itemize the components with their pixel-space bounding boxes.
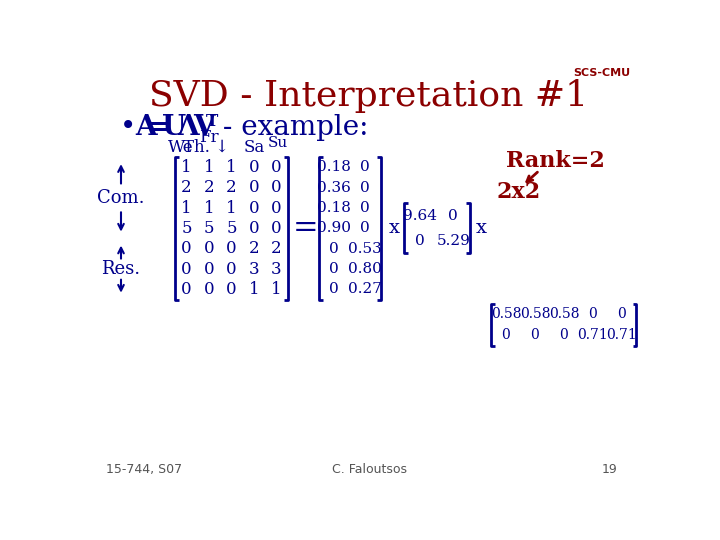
Text: 0: 0 <box>248 220 259 237</box>
Text: 0: 0 <box>271 200 282 217</box>
Text: 0: 0 <box>360 181 370 195</box>
Text: 0.53: 0.53 <box>348 242 382 256</box>
Text: 0.18: 0.18 <box>318 160 351 174</box>
Text: 0.36: 0.36 <box>318 181 351 195</box>
Text: 0: 0 <box>449 209 458 223</box>
Text: 0: 0 <box>360 160 370 174</box>
Text: 0: 0 <box>588 307 598 321</box>
Text: U: U <box>162 114 186 141</box>
Text: 0: 0 <box>248 159 259 176</box>
Text: Fr: Fr <box>199 129 219 146</box>
Text: 2x2: 2x2 <box>497 181 541 203</box>
Text: 5: 5 <box>204 220 215 237</box>
Text: Sa: Sa <box>243 139 264 156</box>
Text: 9.64: 9.64 <box>403 209 437 223</box>
Text: 0.58: 0.58 <box>520 307 550 321</box>
Text: 0: 0 <box>226 281 237 298</box>
Text: Rank=2: Rank=2 <box>505 150 604 172</box>
Text: =: = <box>148 114 171 141</box>
Text: C. Faloutsos: C. Faloutsos <box>331 463 407 476</box>
Text: 0.58: 0.58 <box>491 307 521 321</box>
Text: 0.58: 0.58 <box>549 307 579 321</box>
Text: 5: 5 <box>181 220 192 237</box>
Text: x: x <box>388 219 400 238</box>
Text: 1: 1 <box>181 200 192 217</box>
Text: 0: 0 <box>618 307 626 321</box>
Text: 5.29: 5.29 <box>436 234 470 248</box>
Text: 0: 0 <box>329 282 339 296</box>
Text: 0: 0 <box>360 221 370 235</box>
Text: 0: 0 <box>531 328 539 342</box>
Text: 0: 0 <box>271 220 282 237</box>
Text: V: V <box>193 114 215 141</box>
Text: 0: 0 <box>502 328 510 342</box>
Text: 0: 0 <box>181 240 192 257</box>
Text: 0: 0 <box>248 200 259 217</box>
Text: 2: 2 <box>226 179 237 196</box>
Text: Com.: Com. <box>97 189 145 207</box>
Text: 0: 0 <box>204 261 215 278</box>
Text: 15-744, S07: 15-744, S07 <box>106 463 182 476</box>
Text: 0.71: 0.71 <box>577 328 608 342</box>
Text: 0.71: 0.71 <box>606 328 637 342</box>
Text: Res.: Res. <box>102 260 140 278</box>
Text: 0: 0 <box>226 240 237 257</box>
Text: 0.80: 0.80 <box>348 262 382 276</box>
Text: We: We <box>168 139 193 156</box>
Text: SCS-CMU: SCS-CMU <box>573 68 630 78</box>
Text: 0: 0 <box>271 179 282 196</box>
Text: 2: 2 <box>248 240 259 257</box>
Text: 0: 0 <box>181 281 192 298</box>
Text: =: = <box>292 213 318 244</box>
Text: 1: 1 <box>181 159 192 176</box>
Text: 1: 1 <box>226 200 237 217</box>
Text: 0.18: 0.18 <box>318 201 351 215</box>
Text: A: A <box>135 114 156 141</box>
Text: 0.27: 0.27 <box>348 282 382 296</box>
Text: 0: 0 <box>248 179 259 196</box>
Text: 0: 0 <box>271 159 282 176</box>
Text: 0: 0 <box>226 261 237 278</box>
Text: T: T <box>205 112 217 130</box>
Text: SVD - Interpretation #1: SVD - Interpretation #1 <box>150 79 588 113</box>
Text: Su: Su <box>268 136 288 150</box>
Text: 0: 0 <box>559 328 568 342</box>
Text: 1: 1 <box>204 159 215 176</box>
Text: 2: 2 <box>204 179 215 196</box>
Text: 2: 2 <box>271 240 282 257</box>
Text: 0.90: 0.90 <box>317 221 351 235</box>
Text: x: x <box>476 219 487 238</box>
Text: Λ: Λ <box>178 114 199 141</box>
Text: 0: 0 <box>329 262 339 276</box>
Text: 2: 2 <box>181 179 192 196</box>
Text: 0: 0 <box>204 281 215 298</box>
Text: - example:: - example: <box>214 114 369 141</box>
Text: 1: 1 <box>271 281 282 298</box>
Text: 1: 1 <box>226 159 237 176</box>
Text: 0: 0 <box>181 261 192 278</box>
Text: 1: 1 <box>204 200 215 217</box>
Text: 1: 1 <box>248 281 259 298</box>
Text: 3: 3 <box>271 261 282 278</box>
Text: 3: 3 <box>248 261 259 278</box>
Text: Th. ↓: Th. ↓ <box>183 139 229 156</box>
Text: 0: 0 <box>204 240 215 257</box>
Text: 0: 0 <box>415 234 426 248</box>
Text: •: • <box>120 114 135 141</box>
Text: 0: 0 <box>329 242 339 256</box>
Text: 19: 19 <box>601 463 617 476</box>
Text: 5: 5 <box>226 220 237 237</box>
Text: 0: 0 <box>360 201 370 215</box>
